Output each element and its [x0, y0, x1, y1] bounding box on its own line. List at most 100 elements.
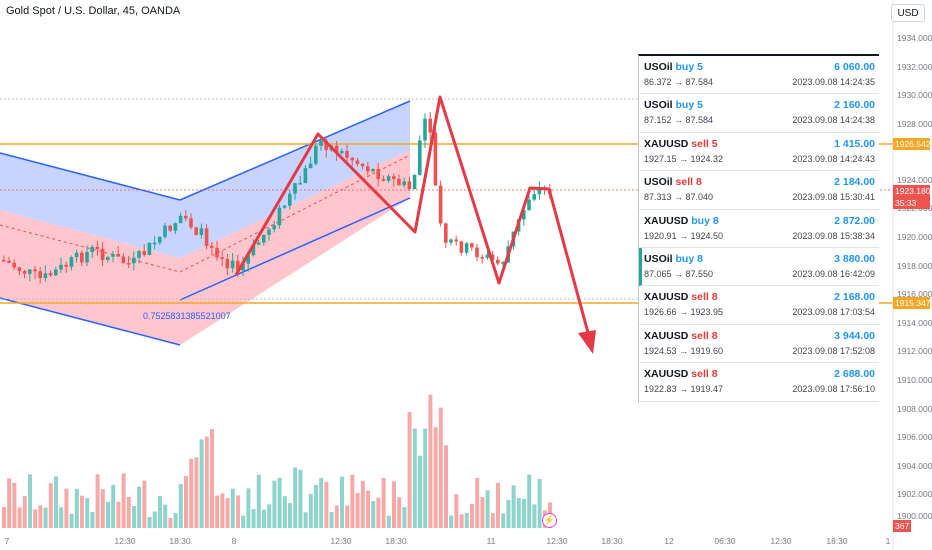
lightning-icon[interactable]: ⚡	[542, 513, 557, 528]
volume-bar	[163, 504, 168, 528]
candle-body	[293, 183, 297, 194]
price-axis-label: 1928.000	[897, 119, 932, 129]
candle-body	[74, 252, 79, 258]
candle-body	[418, 140, 422, 175]
candle-body	[308, 163, 313, 169]
candle-body	[449, 239, 453, 243]
trade-row[interactable]: USOil sell 8 2 184.00 87.313 → 87.040 2023.…	[639, 171, 879, 210]
candle-body	[319, 140, 323, 146]
price-axis-label: 1918.000	[897, 261, 932, 271]
candle-body	[64, 264, 68, 267]
currency-button[interactable]: USD	[891, 4, 925, 22]
candle-body	[381, 179, 386, 181]
channel-value-label: 0.7525831385521007	[143, 311, 231, 321]
volume-bar	[444, 445, 448, 528]
candle-body	[350, 157, 354, 161]
channel-lower-zone	[0, 150, 410, 345]
trade-row[interactable]: XAUUSD buy 8 2 872.00 1920.91 → 1924.50 202…	[639, 210, 879, 248]
trade-prices: 1922.83 → 1919.47	[644, 384, 724, 395]
volume-bar	[407, 411, 412, 528]
candle-body	[282, 205, 287, 208]
candle-body	[298, 183, 302, 185]
time-axis-label: 18:30	[601, 536, 623, 546]
candle-body	[366, 166, 370, 172]
volume-bar	[366, 490, 370, 528]
volume-bar	[54, 476, 58, 528]
volume-bar	[340, 476, 344, 528]
volume-bar	[345, 505, 350, 528]
channel-lower-line	[0, 297, 181, 346]
volume-bar	[522, 498, 526, 528]
trade-amount: 2 688.00	[834, 368, 875, 381]
candle-body	[246, 255, 250, 264]
candle-body	[454, 239, 458, 242]
trade-row[interactable]: USOil buy 5 2 160.00 87.152 → 87.584 2023.0…	[639, 94, 879, 133]
trade-row[interactable]: XAUUSD sell 8 2 168.00 1926.66 → 1923.95 20…	[639, 286, 879, 325]
candle-body	[17, 267, 22, 272]
candle-body	[132, 257, 136, 264]
candle-body	[7, 260, 11, 263]
candle-body	[464, 243, 469, 253]
volume-bar	[314, 485, 318, 528]
price-axis-label: 1904.000	[897, 461, 932, 471]
volume-bar	[282, 496, 287, 528]
volume-bar	[428, 394, 433, 528]
volume-bar	[449, 515, 454, 528]
trade-prices: 1927.15 → 1924.32	[644, 153, 724, 164]
volume-bar	[329, 511, 334, 528]
trade-time: 2023.09.08 14:24:38	[792, 115, 875, 126]
volume-bar	[288, 503, 292, 528]
volume-bar	[293, 467, 298, 528]
candle-body	[522, 210, 526, 220]
candle-body	[210, 245, 214, 248]
candle-body	[485, 254, 490, 258]
candle-body	[121, 256, 126, 264]
volume-bar	[241, 515, 246, 528]
candle-body	[386, 176, 391, 181]
trade-instrument: USOil sell 8	[644, 176, 702, 189]
candle-body	[334, 145, 339, 154]
volume-bar	[106, 501, 110, 528]
volume-bar	[438, 407, 443, 528]
volume-bar	[225, 498, 230, 528]
volume-bar	[152, 511, 157, 528]
candle-body	[267, 229, 271, 235]
volume-bar	[147, 517, 152, 528]
volume-bar	[189, 458, 194, 528]
trade-row[interactable]: XAUUSD sell 8 2 688.00 1922.83 → 1919.47 20…	[639, 363, 879, 402]
trade-row[interactable]: USOil buy 8 3 880.00 87.065 → 87.550 2023.0…	[639, 247, 879, 287]
volume-bar	[236, 495, 240, 528]
volume-bar	[371, 501, 376, 528]
time-axis-label: 11	[486, 536, 496, 546]
volume-bar	[402, 507, 407, 528]
trade-instrument: USOil buy 5	[644, 99, 703, 112]
candle-body	[54, 269, 58, 276]
trade-instrument: XAUUSD sell 8	[644, 291, 718, 304]
candle-body	[12, 262, 16, 268]
trade-time: 2023.09.08 14:24:35	[792, 77, 875, 87]
price-axis-label: 1914.000	[897, 318, 932, 328]
trade-row[interactable]: USOil buy 5 6 060.00 86.372 → 87.584 2023.0…	[639, 56, 879, 95]
volume-bar	[480, 497, 485, 528]
candle-body	[225, 258, 230, 269]
candle-body	[277, 207, 282, 226]
volume-bar	[168, 517, 173, 528]
trade-amount: 2 160.00	[834, 99, 875, 112]
volume-bar	[532, 504, 537, 528]
volume-bar	[184, 476, 188, 528]
volume-bar	[360, 480, 365, 528]
candle-body	[392, 176, 396, 179]
trade-prices: 86.372 → 87.584	[644, 77, 714, 87]
trade-row[interactable]: XAUUSD sell 5 1 415.00 1927.15 → 1924.32 20…	[639, 133, 879, 172]
candle-body	[402, 181, 406, 186]
candle-body	[38, 271, 42, 279]
volume-bar	[111, 484, 116, 528]
current-price-badge: 1923.180	[893, 185, 931, 197]
trade-amount: 2 168.00	[834, 291, 875, 304]
candle-body	[423, 118, 427, 141]
candle-body	[376, 168, 380, 180]
trade-row[interactable]: XAUUSD sell 8 3 944.00 1924.53 → 1919.60 20…	[639, 325, 879, 364]
trade-amount: 3 944.00	[834, 329, 875, 342]
volume-bar	[485, 490, 490, 528]
